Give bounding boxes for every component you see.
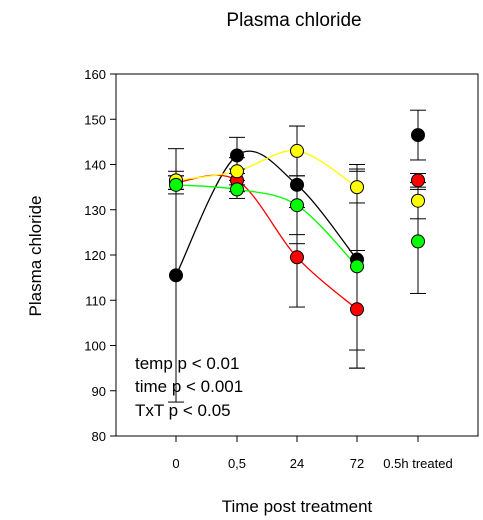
data-point bbox=[290, 143, 304, 158]
data-point bbox=[350, 259, 364, 274]
data-point bbox=[411, 193, 425, 208]
y-tick-label: 140 bbox=[84, 158, 106, 173]
annotation-temp: temp p < 0.01 bbox=[135, 354, 239, 373]
data-point bbox=[230, 148, 244, 163]
series-line bbox=[175, 150, 358, 276]
data-point bbox=[169, 268, 183, 283]
axis-ticks: 80 90 100 110 120 130 140 150 160 0 0,5 24 72 0.5h tr… bbox=[84, 67, 452, 471]
annotation-txt: TxT p < 0.05 bbox=[135, 401, 231, 420]
data-point bbox=[169, 177, 183, 192]
x-tick-label: 0 bbox=[172, 456, 179, 471]
data-point bbox=[230, 164, 244, 179]
x-tick-label: 0,5 bbox=[228, 456, 246, 471]
data-point bbox=[411, 173, 425, 188]
y-tick-label: 130 bbox=[84, 203, 106, 218]
data-point bbox=[411, 128, 425, 143]
data-point bbox=[290, 198, 304, 213]
x-axis-title: Time post treatment bbox=[222, 497, 373, 516]
data-points bbox=[169, 128, 425, 317]
x-tick-label: 72 bbox=[350, 456, 364, 471]
y-tick-label: 80 bbox=[92, 429, 106, 444]
y-axis-title: Plasma chloride bbox=[26, 196, 45, 317]
data-point bbox=[290, 177, 304, 192]
series-line bbox=[175, 184, 358, 267]
chart-title: Plasma chloride bbox=[226, 10, 361, 31]
y-tick-label: 100 bbox=[84, 339, 106, 354]
x-tick-label: 24 bbox=[290, 456, 304, 471]
annotation-time: time p < 0.001 bbox=[135, 377, 243, 396]
data-point bbox=[290, 250, 304, 265]
x-tick-label: 0.5h treated bbox=[383, 456, 452, 471]
data-point bbox=[230, 182, 244, 197]
data-point bbox=[350, 180, 364, 195]
y-tick-label: 120 bbox=[84, 248, 106, 263]
data-point bbox=[411, 234, 425, 249]
stats-annotation: temp p < 0.01 time p < 0.001 TxT p < 0.0… bbox=[135, 354, 243, 420]
data-point bbox=[350, 302, 364, 317]
y-tick-label: 90 bbox=[92, 384, 106, 399]
y-tick-label: 150 bbox=[84, 112, 106, 127]
series-curves bbox=[175, 150, 358, 310]
y-tick-label: 110 bbox=[85, 293, 106, 308]
y-tick-label: 160 bbox=[84, 67, 106, 82]
series-line bbox=[175, 174, 358, 310]
series-line bbox=[175, 150, 358, 188]
